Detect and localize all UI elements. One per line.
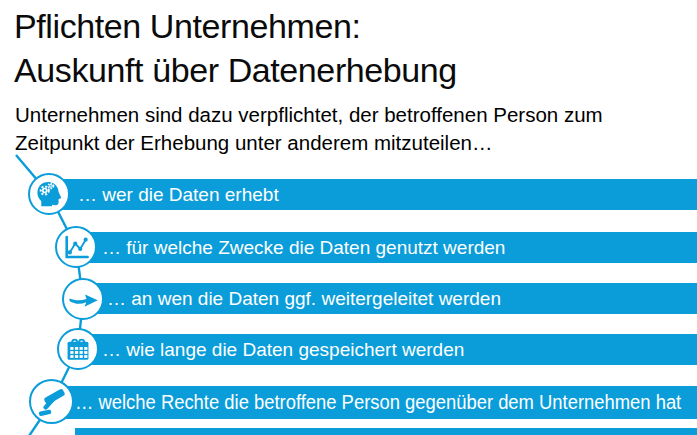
list-item-label: … wer die Daten erhebt (78, 184, 279, 206)
line-chart-icon (55, 226, 97, 268)
list-item-bar: … an wen die Daten ggf. weitergeleitet w… (95, 283, 697, 314)
list-item-bar: … für welche Zwecke die Daten genutzt we… (88, 232, 697, 263)
calendar-icon (57, 328, 99, 370)
partial-list-item-bar (75, 428, 697, 435)
page-title-line1: Pflichten Unternehmen: (14, 4, 457, 48)
list-item-label: … wie lange die Daten gespeichert werden (102, 339, 464, 361)
gavel-icon (29, 379, 74, 424)
arrow-right-icon (62, 278, 104, 320)
intro-line2: Zeitpunkt der Erhebung unter anderem mit… (15, 129, 603, 157)
list-item-label: … welche Rechte die betroffene Person ge… (75, 391, 681, 414)
slide: Pflichten Unternehmen: Auskunft über Dat… (0, 0, 697, 435)
head-gears-icon (28, 173, 70, 215)
list-item-bar: … welche Rechte die betroffene Person ge… (64, 386, 697, 419)
list-item-label: … für welche Zwecke die Daten genutzt we… (102, 237, 505, 259)
list-item-label: … an wen die Daten ggf. weitergeleitet w… (107, 288, 501, 310)
intro-text: Unternehmen sind dazu verpflichtet, der … (15, 101, 603, 157)
page-title-line2: Auskunft über Datenerhebung (14, 48, 457, 92)
page-title: Pflichten Unternehmen: Auskunft über Dat… (14, 4, 457, 92)
list-item-bar: … wer die Daten erhebt (62, 179, 697, 210)
list-item-bar: … wie lange die Daten gespeichert werden (90, 334, 697, 365)
intro-line1: Unternehmen sind dazu verpflichtet, der … (15, 101, 603, 129)
